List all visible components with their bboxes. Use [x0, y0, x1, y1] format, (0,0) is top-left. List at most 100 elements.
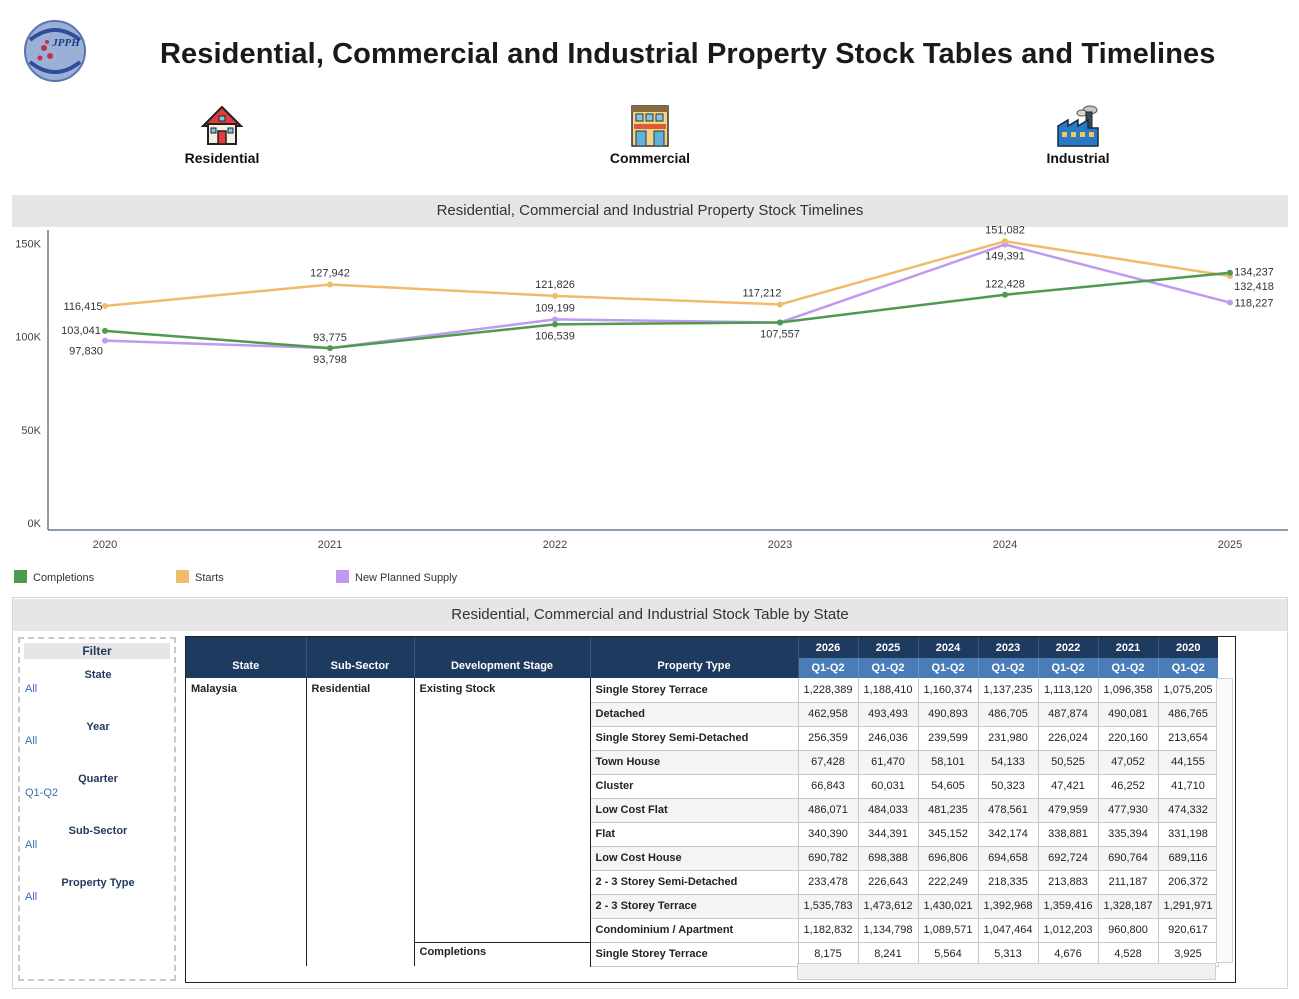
property-type-cell[interactable]: Town House: [589, 750, 799, 775]
x-tick-label: 2024: [993, 539, 1017, 551]
quarter-header: Q1-Q2: [978, 658, 1039, 678]
table-row: Town House 67,428 61,470 58,101 54,133 50,525…: [186, 750, 1219, 775]
property-type-cell[interactable]: Single Storey Semi-Detached: [589, 726, 799, 751]
value-cell: 1,012,203: [1038, 918, 1099, 943]
property-type-filter[interactable]: Property Type All: [20, 877, 176, 903]
quarter-filter[interactable]: Quarter Q1-Q2: [20, 773, 176, 799]
property-type-cell[interactable]: Low Cost Flat: [589, 798, 799, 823]
data-label: 97,830: [69, 346, 103, 358]
value-cell: 1,160,374: [918, 678, 979, 703]
value-cell: 1,430,021: [918, 894, 979, 919]
value-cell: 1,075,205: [1158, 678, 1219, 703]
filter-value[interactable]: All: [25, 735, 38, 747]
col-header-sub-sector[interactable]: Sub-Sector: [306, 637, 415, 678]
value-cell: 246,036: [858, 726, 919, 751]
value-cell: 490,893: [918, 702, 979, 727]
legend-starts[interactable]: Starts: [176, 570, 224, 585]
value-cell: 58,101: [918, 750, 979, 775]
value-cell: 1,137,235: [978, 678, 1039, 703]
stock-timeline-chart: 150K 100K 50K 0K 2020 2021 2022 2023 2024 2025 10…: [15, 226, 1288, 551]
filter-value[interactable]: All: [25, 891, 38, 903]
value-cell: 490,081: [1098, 702, 1159, 727]
sub-sector-filter[interactable]: Sub-Sector All: [20, 825, 176, 851]
x-tick-label: 2020: [93, 539, 117, 551]
property-type-cell[interactable]: Flat: [589, 822, 799, 847]
year-header[interactable]: 2021: [1098, 637, 1159, 658]
property-type-cell[interactable]: Single Storey Terrace: [589, 678, 799, 703]
data-point: [102, 337, 108, 344]
series-line-1: [104, 240, 1231, 308]
data-label: 122,428: [985, 279, 1025, 291]
year-header[interactable]: 2026: [798, 637, 859, 658]
commercial-button[interactable]: Commercial: [590, 104, 710, 174]
value-cell: 47,421: [1038, 774, 1099, 799]
filter-value[interactable]: Q1-Q2: [25, 787, 59, 799]
value-cell: 231,980: [978, 726, 1039, 751]
property-type-cell[interactable]: Single Storey Terrace: [589, 942, 799, 967]
year-header[interactable]: 2020: [1158, 637, 1218, 658]
value-cell: 54,605: [918, 774, 979, 799]
value-cell: 1,328,187: [1098, 894, 1159, 919]
year-header[interactable]: 2023: [978, 637, 1039, 658]
data-point: [327, 345, 333, 352]
value-cell: 47,052: [1098, 750, 1159, 775]
value-cell: 61,470: [858, 750, 919, 775]
table-vertical-scrollbar[interactable]: [1216, 678, 1233, 963]
year-header[interactable]: 2022: [1038, 637, 1099, 658]
table-row: 2 - 3 Storey Terrace 1,535,783 1,473,612 1,…: [186, 894, 1219, 919]
property-type-cell[interactable]: Low Cost House: [589, 846, 799, 871]
legend-completions[interactable]: Completions: [14, 570, 94, 585]
value-cell: 1,089,571: [918, 918, 979, 943]
value-cell: 1,096,358: [1098, 678, 1159, 703]
data-label: 132,418: [1234, 281, 1274, 293]
table-row: Flat 340,390 344,391 345,152 342,174 338,881 3…: [186, 822, 1219, 847]
state-cell[interactable]: Malaysia: [186, 678, 307, 966]
value-cell: 8,241: [858, 942, 919, 967]
property-type-cell[interactable]: 2 - 3 Storey Semi-Detached: [589, 870, 799, 895]
property-type-cell[interactable]: Cluster: [589, 774, 799, 799]
value-cell: 690,764: [1098, 846, 1159, 871]
chart-lines: [102, 238, 1233, 352]
col-header-property-type[interactable]: Property Type: [590, 637, 799, 678]
value-cell: 1,392,968: [978, 894, 1039, 919]
filter-value[interactable]: All: [25, 683, 38, 695]
data-point: [777, 301, 783, 308]
value-cell: 1,113,120: [1038, 678, 1099, 703]
year-filter[interactable]: Year All: [20, 721, 176, 747]
value-cell: 226,024: [1038, 726, 1099, 751]
value-cell: 220,160: [1098, 726, 1159, 751]
industrial-button[interactable]: Industrial: [1018, 104, 1138, 174]
data-point: [327, 281, 333, 288]
value-cell: 41,710: [1158, 774, 1219, 799]
table-horizontal-scrollbar[interactable]: [797, 963, 1216, 980]
property-type-cell[interactable]: 2 - 3 Storey Terrace: [589, 894, 799, 919]
industrial-label: Industrial: [1046, 150, 1110, 166]
year-header[interactable]: 2024: [918, 637, 979, 658]
value-cell: 8,175: [798, 942, 859, 967]
data-label: 116,415: [64, 301, 103, 313]
value-cell: 213,883: [1038, 870, 1099, 895]
value-cell: 256,359: [798, 726, 859, 751]
filter-value[interactable]: All: [25, 839, 38, 851]
year-header[interactable]: 2025: [858, 637, 919, 658]
sub-sector-cell[interactable]: Residential: [306, 678, 415, 966]
value-cell: 50,323: [978, 774, 1039, 799]
value-cell: 474,332: [1158, 798, 1219, 823]
development-stage-cell[interactable]: Existing Stock: [414, 678, 591, 943]
jpph-logo: JPPH: [22, 18, 88, 84]
col-header-development-stage[interactable]: Development Stage: [414, 637, 591, 678]
value-cell: 46,252: [1098, 774, 1159, 799]
house-icon: [200, 105, 244, 145]
table-row: Cluster 66,843 60,031 54,605 50,323 47,421 46,…: [186, 774, 1219, 799]
property-type-cell[interactable]: Detached: [589, 702, 799, 727]
development-stage-cell[interactable]: Completions: [414, 942, 591, 966]
col-header-state[interactable]: State: [186, 637, 307, 678]
property-type-cell[interactable]: Condominium / Apartment: [589, 918, 799, 943]
state-filter[interactable]: State All: [20, 669, 176, 695]
value-cell: 233,478: [798, 870, 859, 895]
series-line-2: [104, 243, 1231, 350]
residential-button[interactable]: Residential: [162, 104, 282, 174]
data-label: 106,539: [535, 330, 575, 342]
value-cell: 4,528: [1098, 942, 1159, 967]
legend-new-planned-supply[interactable]: New Planned Supply: [336, 570, 457, 585]
